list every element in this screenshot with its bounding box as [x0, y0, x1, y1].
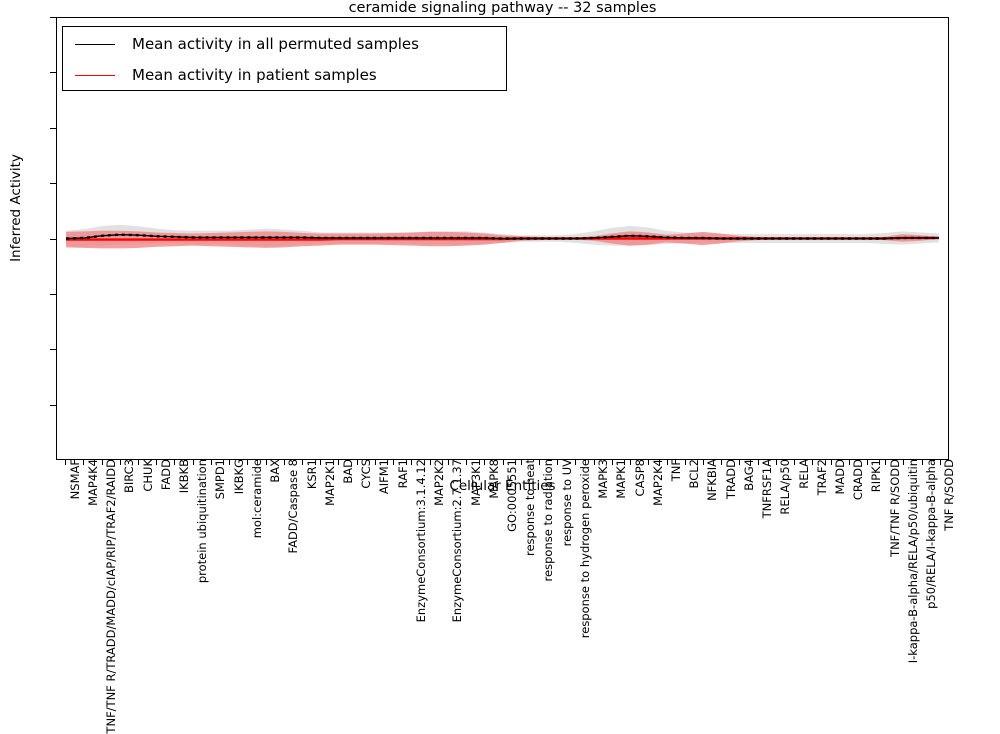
- x-tick-mark: [229, 460, 231, 465]
- x-tick-mark: [885, 460, 887, 465]
- x-tick-label: mol:ceramide: [249, 459, 264, 539]
- x-tick-mark: [393, 460, 395, 465]
- x-tick-mark: [630, 460, 632, 465]
- x-tick-mark: [320, 460, 322, 465]
- x-tick-label: response to heat: [523, 459, 538, 557]
- x-tick-mark: [192, 460, 194, 465]
- x-tick-mark: [757, 460, 759, 465]
- legend-swatch-patient: [75, 74, 115, 76]
- x-tick-mark: [429, 460, 431, 465]
- x-tick-mark: [666, 460, 668, 465]
- x-tick-mark: [903, 460, 905, 465]
- x-tick-mark: [411, 460, 413, 465]
- x-tick-mark: [921, 460, 923, 465]
- y-tick-mark: [50, 404, 56, 406]
- legend-label-permuted: Mean activity in all permuted samples: [132, 35, 419, 53]
- x-tick-mark: [702, 460, 704, 465]
- x-tick-mark: [866, 460, 868, 465]
- x-tick-mark: [794, 460, 796, 465]
- y-tick-mark: [50, 127, 56, 129]
- x-tick-mark: [520, 460, 522, 465]
- x-tick-mark: [830, 460, 832, 465]
- x-tick-mark: [939, 460, 941, 465]
- x-tick-mark: [156, 460, 158, 465]
- x-tick-label: TNF/TNF R/TRADD/MADD/cIAP/RIP/TRAF2/RAID…: [104, 459, 119, 734]
- x-tick-mark: [138, 460, 139, 465]
- x-tick-mark: [812, 460, 814, 465]
- x-tick-mark: [684, 460, 686, 465]
- legend-label-patient: Mean activity in patient samples: [132, 66, 377, 84]
- x-tick-mark: [538, 460, 540, 465]
- x-tick-mark: [356, 460, 358, 465]
- x-tick-mark: [265, 460, 267, 465]
- y-tick-mark: [50, 238, 56, 240]
- y-tick-mark: [50, 72, 56, 74]
- x-tick-label: response to UV: [559, 459, 574, 547]
- x-tick-mark: [447, 460, 449, 465]
- x-tick-mark: [101, 460, 103, 465]
- x-tick-mark: [302, 460, 304, 465]
- x-tick-label: FADD/Caspase 8: [286, 459, 301, 554]
- legend-entry-permuted: Mean activity in all permuted samples: [63, 28, 419, 60]
- x-axis-label: Cellular Entities: [449, 478, 556, 494]
- y-axis-label: Inferred Activity: [8, 154, 24, 262]
- x-tick-mark: [210, 460, 212, 465]
- x-tick-mark: [739, 460, 741, 465]
- legend-swatch-permuted: [75, 43, 115, 45]
- chart-title: ceramide signaling pathway -- 32 samples: [348, 0, 657, 16]
- x-tick-mark: [557, 460, 559, 465]
- x-tick-mark: [611, 460, 613, 465]
- x-tick-mark: [83, 460, 85, 465]
- x-tick-mark: [484, 460, 486, 465]
- chart-legend: Mean activity in all permuted samples Me…: [62, 26, 507, 91]
- y-tick-mark: [50, 17, 56, 18]
- x-tick-mark: [721, 460, 723, 465]
- plot-canvas: [66, 224, 939, 249]
- x-tick-mark: [283, 460, 285, 465]
- y-tick-mark: [50, 293, 56, 295]
- permuted-mean-markers: [66, 233, 939, 240]
- y-tick-mark: [50, 349, 56, 351]
- x-tick-mark: [593, 460, 595, 465]
- x-tick-mark: [502, 460, 504, 465]
- x-tick-mark: [247, 460, 249, 465]
- chart-figure: ceramide signaling pathway -- 32 samples…: [8, 0, 957, 734]
- x-tick-mark: [338, 460, 340, 465]
- x-tick-label: GO:0005551: [505, 459, 519, 532]
- x-tick-mark: [648, 460, 650, 465]
- x-tick-mark: [374, 460, 376, 465]
- x-tick-mark: [466, 460, 468, 465]
- x-tick-label: TNF/TNF R/SODD: [887, 459, 902, 557]
- x-tick-mark: [848, 460, 850, 465]
- legend-entry-patient: Mean activity in patient samples: [63, 59, 377, 91]
- x-tick-mark: [65, 460, 67, 465]
- x-tick-mark: [775, 460, 777, 465]
- x-tick-label: TNF R/SODD: [942, 459, 957, 531]
- x-tick-mark: [575, 460, 577, 465]
- x-tick-mark: [174, 460, 176, 465]
- x-tick-mark: [119, 460, 121, 465]
- y-tick-mark: [50, 183, 56, 185]
